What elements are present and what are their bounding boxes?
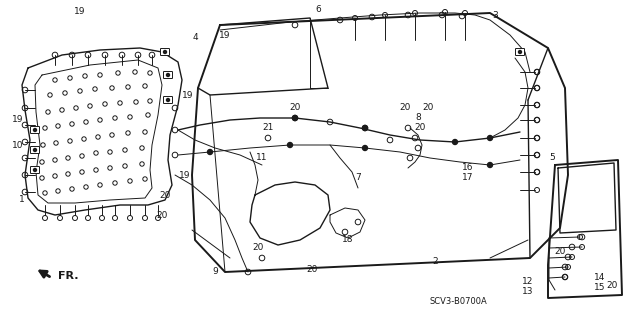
Text: 21: 21 <box>262 123 274 132</box>
Text: 15: 15 <box>595 284 605 293</box>
Text: 6: 6 <box>315 5 321 14</box>
Text: 3: 3 <box>492 11 498 19</box>
Text: 20: 20 <box>289 103 301 113</box>
Text: 19: 19 <box>182 91 194 100</box>
Text: 20: 20 <box>414 123 426 132</box>
FancyBboxPatch shape <box>31 127 40 133</box>
Text: 10: 10 <box>12 140 24 150</box>
Text: 20: 20 <box>422 103 434 113</box>
Text: 5: 5 <box>549 153 555 162</box>
Text: 20: 20 <box>399 103 411 113</box>
FancyBboxPatch shape <box>515 48 525 56</box>
Text: 12: 12 <box>522 278 534 286</box>
Circle shape <box>488 136 493 140</box>
Text: 20: 20 <box>554 248 566 256</box>
Text: 19: 19 <box>12 115 24 124</box>
Text: 20: 20 <box>159 190 171 199</box>
Circle shape <box>362 145 367 151</box>
Text: 20: 20 <box>156 211 168 219</box>
Circle shape <box>33 168 36 172</box>
Text: 19: 19 <box>220 31 231 40</box>
Text: 14: 14 <box>595 273 605 283</box>
Text: 17: 17 <box>462 174 474 182</box>
Text: 19: 19 <box>179 170 191 180</box>
FancyBboxPatch shape <box>31 167 40 174</box>
Text: 20: 20 <box>606 280 618 290</box>
Text: 19: 19 <box>74 8 86 17</box>
Text: 9: 9 <box>212 268 218 277</box>
Text: SCV3-B0700A: SCV3-B0700A <box>430 298 488 307</box>
Circle shape <box>207 150 212 154</box>
Circle shape <box>292 115 298 121</box>
Text: 4: 4 <box>192 33 198 42</box>
Text: ent.: ent. <box>60 273 63 274</box>
Text: 13: 13 <box>522 287 534 296</box>
Circle shape <box>488 162 493 167</box>
Text: 2: 2 <box>432 257 438 266</box>
Circle shape <box>33 149 36 152</box>
Circle shape <box>452 139 458 145</box>
Text: 11: 11 <box>256 153 268 162</box>
FancyBboxPatch shape <box>31 146 40 153</box>
Text: 20: 20 <box>307 265 317 275</box>
Text: 7: 7 <box>355 174 361 182</box>
Text: 1: 1 <box>19 196 25 204</box>
Circle shape <box>518 50 522 54</box>
Circle shape <box>166 99 170 101</box>
Circle shape <box>33 129 36 131</box>
FancyBboxPatch shape <box>163 71 173 78</box>
Text: 16: 16 <box>462 164 474 173</box>
Circle shape <box>287 143 292 147</box>
Text: 18: 18 <box>342 235 354 244</box>
FancyBboxPatch shape <box>161 48 170 56</box>
Text: FR.: FR. <box>58 271 79 281</box>
Circle shape <box>163 50 166 54</box>
Circle shape <box>166 73 170 77</box>
Text: 8: 8 <box>415 114 421 122</box>
Circle shape <box>362 125 367 130</box>
FancyBboxPatch shape <box>163 97 173 103</box>
Text: 20: 20 <box>252 243 264 253</box>
